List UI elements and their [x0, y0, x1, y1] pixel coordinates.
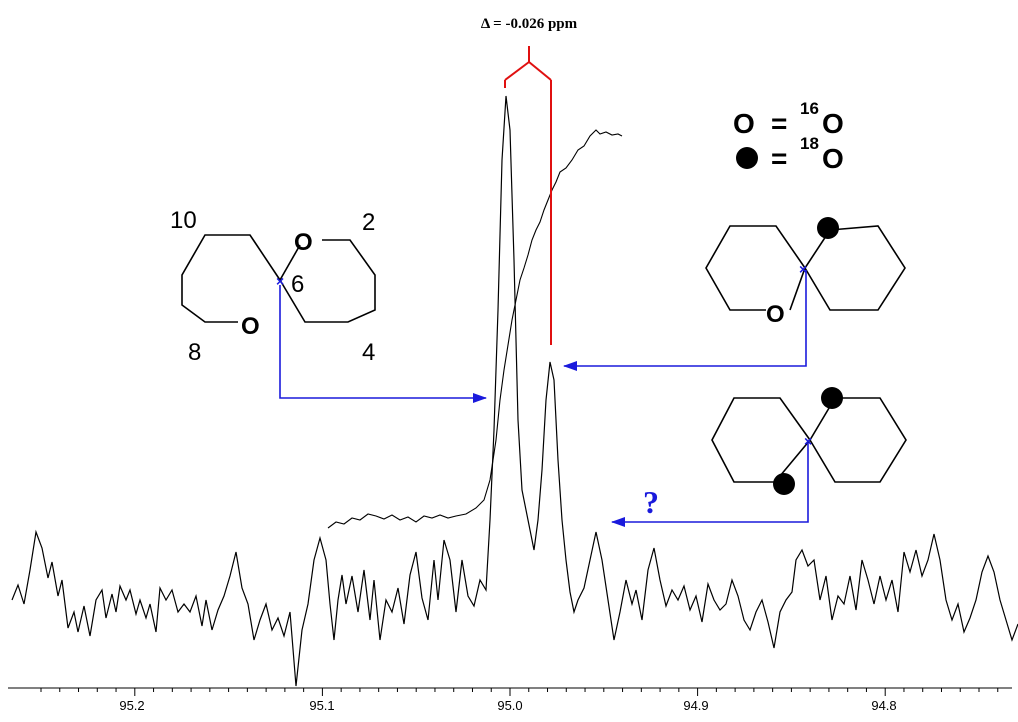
legend-o16-equals: =: [771, 108, 787, 139]
assignment-arrows: [279, 270, 809, 527]
o18-atom-bottom: [773, 473, 795, 495]
arrow-middle-molecule: [563, 270, 807, 371]
tick-label: 95.0: [497, 698, 522, 713]
legend-o18-element: O: [822, 143, 844, 174]
arrow-left-molecule: [279, 285, 487, 403]
legend-o16-symbol: O: [733, 108, 755, 139]
integral-trace: [327, 129, 623, 529]
legend-o18-equals: =: [771, 143, 787, 174]
spiro-marker-bottom: ×: [804, 433, 812, 449]
spiro-marker-left: ×: [276, 273, 284, 289]
arrow-bottom-molecule: [611, 443, 809, 527]
delta-bracket: [504, 46, 552, 345]
legend-o16-mass: 16: [800, 99, 819, 118]
atom-o-top: O: [294, 229, 313, 256]
tick-label: 94.8: [871, 698, 896, 713]
molecule-left: [181, 234, 376, 323]
label-6: 6: [291, 271, 304, 298]
legend-o18-dot: [736, 147, 758, 169]
spectrum-trace: [11, 95, 1018, 687]
atom-o-bottom: O: [241, 313, 260, 340]
spiro-marker-middle: ×: [799, 261, 807, 277]
label-2: 2: [362, 209, 375, 236]
label-4: 4: [362, 339, 375, 366]
tick-label: 95.1: [309, 698, 334, 713]
label-8: 8: [188, 339, 201, 366]
molecule-middle: [705, 225, 906, 311]
atom-o-middle: O: [766, 301, 785, 328]
tick-label: 94.9: [683, 698, 708, 713]
delta-label: Δ = -0.026 ppm: [481, 16, 578, 32]
label-10: 10: [170, 207, 197, 234]
o18-atom-top: [821, 387, 843, 409]
isotope-legend: O = 16 O = 18 O: [733, 99, 844, 174]
tick-label: 95.2: [119, 698, 144, 713]
x-axis: 95.2 95.1 95.0 94.9 94.8: [8, 687, 1012, 713]
legend-o16-element: O: [822, 108, 844, 139]
question-mark: ?: [643, 484, 659, 520]
o18-atom-middle: [817, 217, 839, 239]
axis-ticks: [40, 688, 999, 696]
legend-o18-mass: 18: [800, 134, 819, 153]
